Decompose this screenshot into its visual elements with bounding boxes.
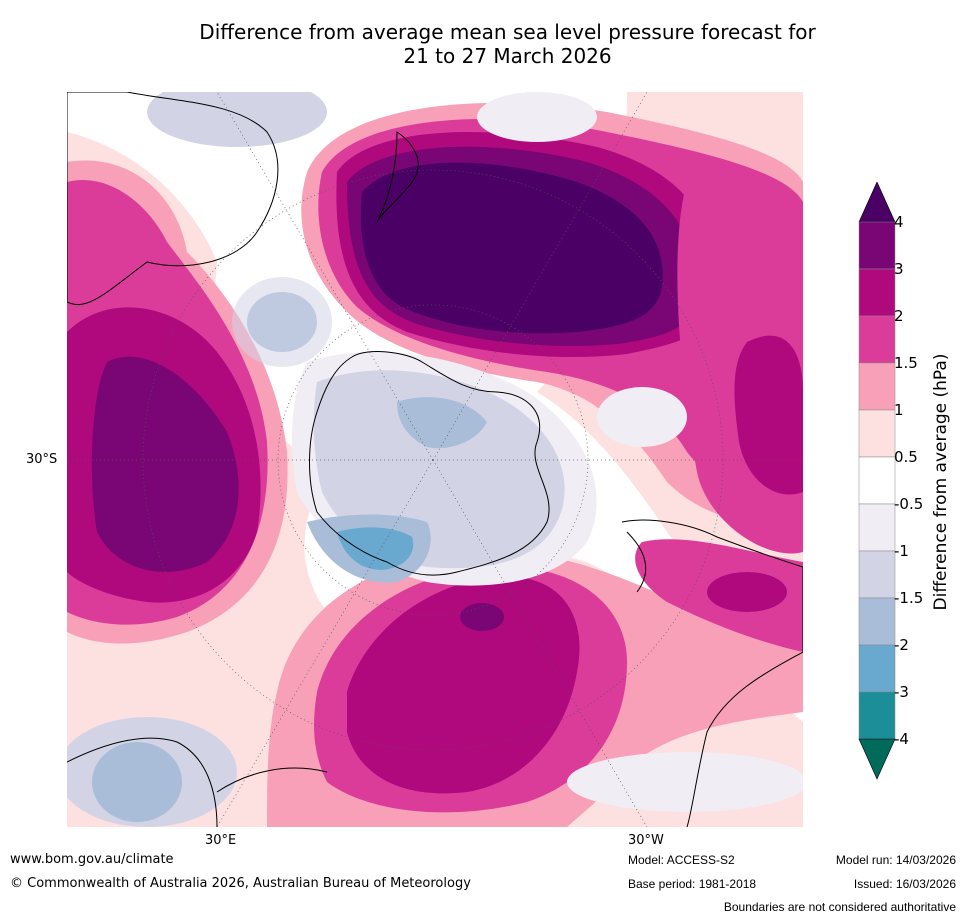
anomaly-blob-south-america-2 <box>707 572 787 612</box>
colorbar-tick-label: 2 <box>894 307 904 325</box>
anomaly-region-pacific-4 <box>360 162 663 334</box>
colorbar-bin <box>858 409 896 458</box>
longitude-label-30e: 30°E <box>205 833 237 848</box>
anomaly-blob-north-neg05 <box>477 92 597 142</box>
footer-model-run: Model run: 14/03/2026 <box>835 853 956 867</box>
colorbar-bin <box>858 597 896 646</box>
colorbar-bin <box>858 221 896 270</box>
colorbar-bin <box>858 503 896 552</box>
colorbar-tick-label: 1.5 <box>894 354 918 372</box>
colorbar-axis-title: Difference from average (hPa) <box>931 353 951 611</box>
meridian-30w <box>432 459 648 827</box>
colorbar-tick-label: -1 <box>894 542 909 560</box>
latitude-circle-60s <box>277 304 589 616</box>
footer-website[interactable]: www.bom.gov.au/climate <box>10 852 174 867</box>
colorbar-tick-label: 1 <box>894 401 904 419</box>
colorbar-bin <box>858 550 896 599</box>
colorbar-swatches <box>858 182 896 780</box>
colorbar-tick-label: -4 <box>894 730 909 748</box>
colorbar-extension-top <box>858 182 896 223</box>
anomaly-region-atlantic-2 <box>347 576 580 794</box>
latitude-circle-30s <box>142 169 724 751</box>
south-america-coastline <box>621 519 803 827</box>
colorbar-tick-label: -1.5 <box>894 589 924 607</box>
colorbar <box>858 182 896 780</box>
colorbar-bin <box>858 691 896 740</box>
latitude-label-30s: 30°S <box>26 452 58 467</box>
colorbar-tick-label: -0.5 <box>894 495 924 513</box>
anomaly-blob-southwest-neg15 <box>92 742 182 822</box>
pressure-anomaly-map <box>67 92 803 827</box>
footer-base-period: Base period: 1981-2018 <box>628 877 757 891</box>
colorbar-tick-label: 4 <box>894 213 904 231</box>
colorbar-bin <box>858 315 896 364</box>
colorbar-bin <box>858 268 896 317</box>
anomaly-blob-west-edge <box>67 182 112 232</box>
colorbar-extension-bottom <box>858 738 896 780</box>
colorbar-tick-label: -2 <box>894 636 909 654</box>
anomaly-blob-southeast-neg05 <box>567 752 803 812</box>
antarctica-coastline <box>309 351 550 576</box>
title-line-1: Difference from average mean sea level p… <box>199 20 816 44</box>
colorbar-bin <box>858 362 896 411</box>
footer-copyright: © Commonwealth of Australia 2026, Austra… <box>10 876 471 891</box>
longitude-label-30w: 30°W <box>628 833 664 848</box>
colorbar-bin <box>858 644 896 693</box>
anomaly-region-ross-sea-neg15 <box>397 397 487 449</box>
graticule <box>67 92 803 827</box>
anomaly-blob-northwest-neg1 <box>147 92 327 147</box>
africa-coastline <box>67 737 328 827</box>
anomaly-blob-west-antarctica-neg1 <box>232 277 332 367</box>
new-zealand-coastline <box>376 131 419 223</box>
colorbar-tick-label: 0.5 <box>894 448 918 466</box>
footer-model: Model: ACCESS-S2 <box>628 853 735 867</box>
anomaly-region-weddell-neg2 <box>337 527 414 570</box>
colorbar-tick-label: 3 <box>894 260 904 278</box>
meridian-30e <box>216 459 434 827</box>
chart-title: Difference from average mean sea level p… <box>0 20 965 68</box>
anomaly-region-indian-ocean-3 <box>91 356 239 572</box>
footer-disclaimer: Boundaries are not considered authoritat… <box>723 900 956 914</box>
anomaly-blob-east-neg05 <box>597 387 687 447</box>
australia-coastline <box>67 92 279 306</box>
anomaly-blob-atlantic-3 <box>460 603 504 631</box>
meridian-150w <box>432 92 648 461</box>
footer-issued: Issued: 16/03/2026 <box>853 877 956 891</box>
title-line-2: 21 to 27 March 2026 <box>403 44 612 68</box>
anomaly-region-east-2 <box>734 335 803 495</box>
colorbar-bin <box>858 456 896 505</box>
colorbar-tick-label: -3 <box>894 683 909 701</box>
